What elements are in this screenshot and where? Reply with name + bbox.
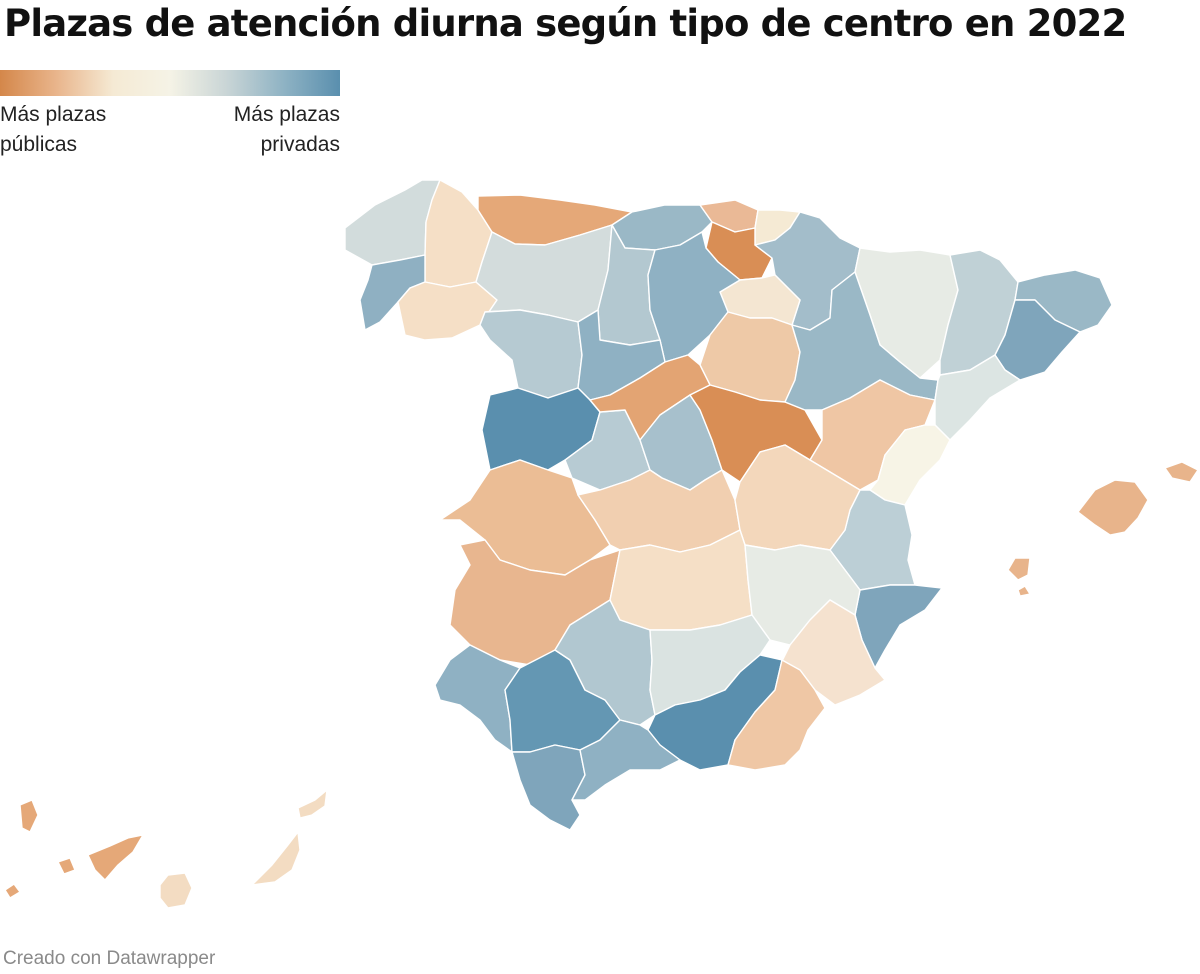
region-las-palmas[interactable]: Las Palmas (159, 789, 328, 909)
region-illes-balears[interactable]: Illes Balears (1007, 461, 1199, 597)
region-bizkaia[interactable]: Bizkaia (699, 199, 759, 233)
region-sc-tenerife[interactable]: Santa Cruz de Tenerife (4, 799, 144, 899)
region-castellon[interactable]: Castellón (869, 424, 951, 506)
region-almeria[interactable]: Almería (727, 659, 826, 771)
region-malaga[interactable]: Málaga (571, 719, 681, 801)
region-zamora[interactable]: Zamora (479, 309, 583, 399)
region-tarragona[interactable]: Tarragona (934, 354, 1021, 441)
chart-title: Plazas de atención diurna según tipo de … (4, 2, 1127, 45)
legend-label-private: Más plazas privadas (233, 103, 340, 156)
legend-gradient-bar (0, 70, 340, 96)
color-legend: Más plazas públicas Más plazas privadas (0, 70, 340, 160)
spain-provinces-map: A Coruña Lugo Pontevedra Ourense Asturia… (4, 179, 1199, 909)
region-ourense[interactable]: Ourense (397, 281, 498, 341)
legend-labels: Más plazas públicas Más plazas privadas (0, 100, 340, 160)
region-cordoba[interactable]: Córdoba (554, 599, 656, 726)
legend-label-public: Más plazas públicas (0, 103, 107, 156)
footer-credit: Creado con Datawrapper (3, 948, 216, 969)
region-barcelona[interactable]: Barcelona (994, 299, 1081, 381)
region-cadiz[interactable]: Cádiz (511, 744, 586, 831)
